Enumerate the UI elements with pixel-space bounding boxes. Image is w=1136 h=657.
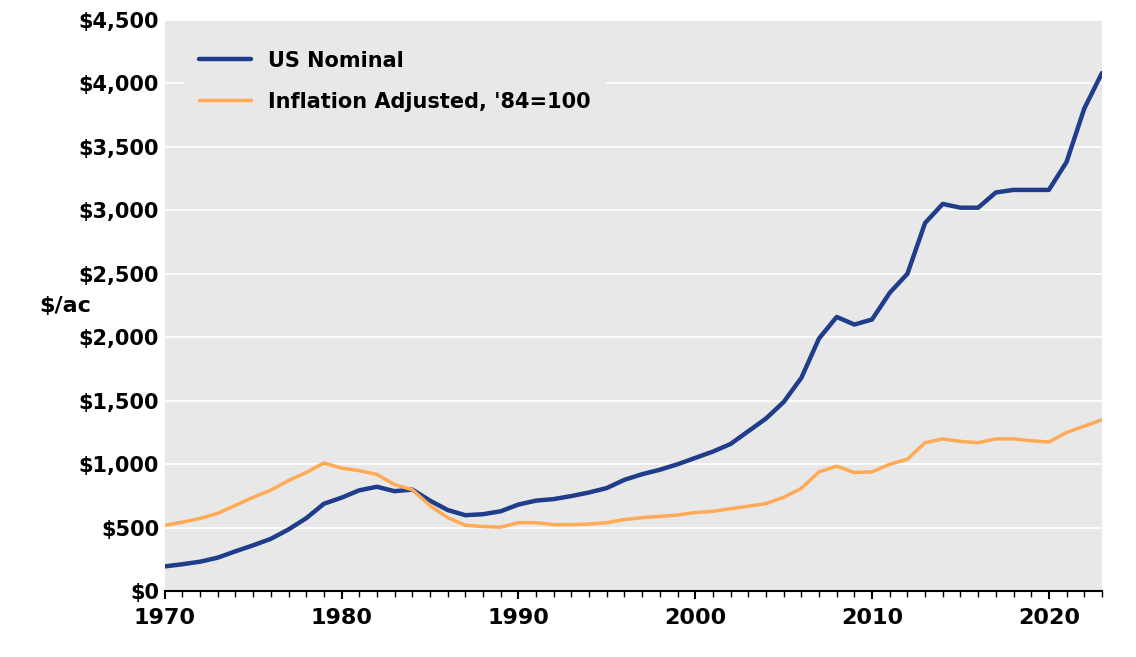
Line: US Nominal: US Nominal (165, 73, 1102, 566)
US Nominal (158, 562, 172, 570)
US Nominal (511, 501, 525, 509)
Legend: US Nominal, Inflation Adjusted, '84=100: US Nominal, Inflation Adjusted, '84=100 (184, 36, 605, 127)
Inflation Adjusted, '84=100 (742, 502, 755, 510)
Inflation Adjusted, '84=100 (724, 505, 737, 512)
Line: Inflation Adjusted, '84=100: Inflation Adjusted, '84=100 (165, 420, 1102, 527)
Y-axis label: $/ac: $/ac (39, 296, 91, 315)
Inflation Adjusted, '84=100 (529, 519, 543, 527)
US Nominal (317, 500, 331, 508)
Inflation Adjusted, '84=100 (317, 459, 331, 467)
US Nominal (707, 447, 720, 455)
US Nominal (670, 461, 684, 468)
Inflation Adjusted, '84=100 (1095, 416, 1109, 424)
US Nominal (794, 374, 808, 382)
Inflation Adjusted, '84=100 (158, 522, 172, 530)
Inflation Adjusted, '84=100 (494, 523, 508, 531)
US Nominal (1095, 69, 1109, 77)
Inflation Adjusted, '84=100 (688, 509, 702, 516)
US Nominal (724, 440, 737, 448)
Inflation Adjusted, '84=100 (812, 468, 826, 476)
